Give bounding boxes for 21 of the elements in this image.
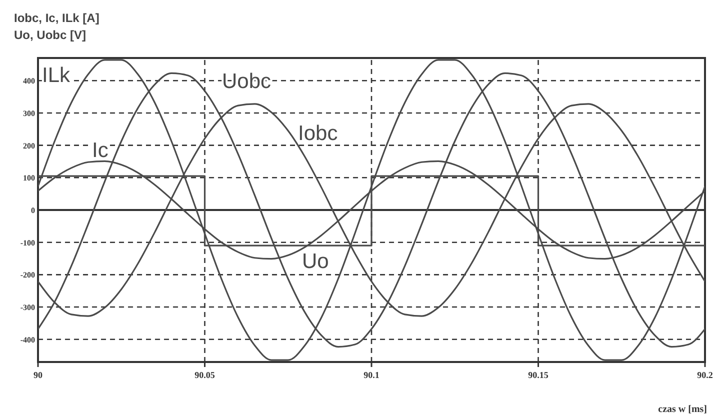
x-tick-label: 90.1 xyxy=(364,370,380,380)
x-tick-label: 90.15 xyxy=(528,370,549,380)
series-label: Uo xyxy=(302,250,329,273)
y-tick-label: -400 xyxy=(20,335,35,344)
x-axis-title: czas w [ms] xyxy=(658,404,707,415)
series-label: Iobc xyxy=(298,122,338,145)
y-axis-title: Iobc, Ic, ILk [A] Uo, Uobc [V] xyxy=(14,11,100,42)
series-label: Ic xyxy=(92,139,108,162)
y-tick-label: -200 xyxy=(20,270,35,280)
y-tick-label: 100 xyxy=(23,174,35,183)
x-tick-label: 90.05 xyxy=(194,370,216,380)
series-label: Uobc xyxy=(222,70,272,93)
y-tick-label: -100 xyxy=(20,238,35,248)
y-tick-label: -300 xyxy=(20,303,35,312)
y-tick-label: 200 xyxy=(23,141,35,150)
x-tick-label: 90.2 xyxy=(697,370,714,380)
x-tick-label: 90 xyxy=(34,370,43,380)
series-label: ILk xyxy=(42,64,71,87)
y-tick-label: 0 xyxy=(31,206,35,215)
y-tick-label: 400 xyxy=(23,76,35,86)
y-tick-label: 300 xyxy=(23,108,35,118)
